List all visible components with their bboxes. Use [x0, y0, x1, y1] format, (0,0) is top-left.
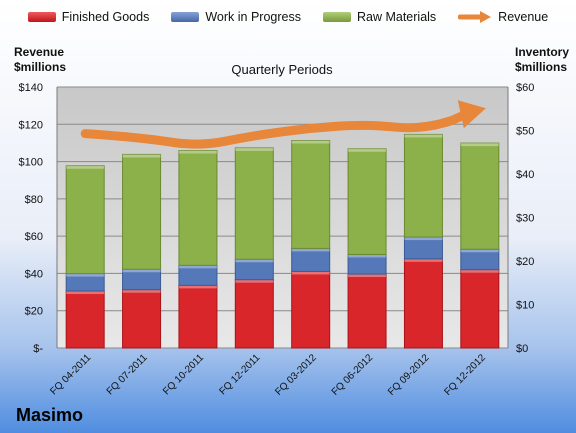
- bar-raw-materials: [460, 142, 500, 250]
- legend-item-finished-goods: Finished Goods: [27, 10, 150, 24]
- bar-raw-materials: [234, 147, 274, 260]
- right-tick-label: $0: [516, 343, 528, 355]
- right-tick-label: $50: [516, 126, 534, 138]
- bar-highlight: [235, 279, 274, 283]
- bar-work-in-progress: [178, 264, 218, 286]
- bar-highlight: [122, 269, 161, 273]
- right-tick-label: $30: [516, 213, 534, 225]
- company-name: Masimo: [16, 405, 84, 425]
- left-tick-label: $-: [33, 343, 43, 355]
- bar-highlight: [178, 285, 217, 289]
- legend-swatch-work-in-progress: [171, 12, 200, 22]
- bar-work-in-progress: [403, 236, 443, 260]
- left-tick-label: $40: [25, 268, 43, 280]
- bar-finished-goods: [122, 289, 162, 349]
- bar-highlight: [348, 148, 387, 152]
- right-axis-ticks: $0 $10 $20 $30 $40 $50 $60: [516, 82, 534, 355]
- right-tick-label: $60: [516, 82, 534, 94]
- bar-finished-goods: [234, 279, 274, 349]
- legend-label-finished-goods: Finished Goods: [61, 10, 150, 24]
- bar-finished-goods: [347, 273, 387, 349]
- bar-highlight: [178, 265, 217, 269]
- legend-arrow-icon: [458, 11, 492, 23]
- bar-highlight: [291, 248, 330, 252]
- legend-item-revenue: Revenue: [458, 10, 548, 24]
- bar-raw-materials: [65, 165, 105, 275]
- left-tick-label: $20: [25, 306, 43, 318]
- right-tick-label: $20: [516, 256, 534, 268]
- bar-highlight: [404, 258, 443, 262]
- left-tick-label: $60: [25, 231, 43, 243]
- legend-item-raw-materials: Raw Materials: [322, 10, 437, 24]
- bar-highlight: [66, 165, 105, 169]
- bar-raw-materials: [178, 150, 218, 266]
- bar-work-in-progress: [234, 258, 274, 281]
- bar-highlight: [460, 249, 499, 253]
- left-axis-ticks: $- $20 $40 $60 $80 $100 $120 $140: [19, 82, 44, 355]
- bar-highlight: [178, 150, 217, 154]
- bar-highlight: [404, 237, 443, 241]
- bar-highlight: [348, 274, 387, 278]
- bar-finished-goods: [178, 284, 218, 349]
- right-axis-title-line1: Inventory: [515, 45, 570, 59]
- bar-highlight: [235, 147, 274, 151]
- bar-highlight: [291, 271, 330, 275]
- bar-highlight: [348, 254, 387, 258]
- legend: Finished Goods Work in Progress Raw Mate…: [0, 10, 576, 24]
- bar-highlight: [460, 269, 499, 273]
- bar-finished-goods: [460, 269, 500, 349]
- right-axis-title-line2: $millions: [515, 60, 568, 74]
- bar-highlight: [66, 291, 105, 295]
- right-axis-title: Inventory $millions: [515, 45, 569, 75]
- chart-subtitle: Quarterly Periods: [231, 62, 333, 77]
- left-tick-label: $80: [25, 194, 43, 206]
- bar-finished-goods: [65, 290, 105, 349]
- bar-highlight: [122, 154, 161, 158]
- bar-raw-materials: [403, 133, 443, 238]
- legend-item-work-in-progress: Work in Progress: [171, 10, 301, 24]
- left-axis-title-line1: Revenue: [14, 45, 65, 59]
- revenue-line-path: [80, 109, 471, 149]
- left-axis-title: Revenue $millions: [14, 45, 66, 75]
- bars: [65, 133, 500, 349]
- revenue-line: [80, 100, 486, 149]
- bar-highlight: [66, 273, 105, 277]
- bar-highlight: [235, 259, 274, 263]
- bar-work-in-progress: [460, 248, 500, 271]
- left-axis-title-line2: $millions: [14, 60, 67, 74]
- legend-swatch-raw-materials: [322, 12, 351, 22]
- bar-highlight: [404, 134, 443, 138]
- left-tick-label: $120: [19, 119, 43, 131]
- legend-label-work-in-progress: Work in Progress: [205, 10, 301, 24]
- legend-label-raw-materials: Raw Materials: [356, 10, 437, 24]
- bar-highlight: [122, 289, 161, 293]
- bar-finished-goods: [403, 258, 443, 349]
- bar-raw-materials: [122, 153, 162, 270]
- bar-highlight: [291, 140, 330, 144]
- legend-swatch-finished-goods: [27, 12, 56, 22]
- bar-work-in-progress: [122, 268, 162, 291]
- legend-label-revenue: Revenue: [498, 10, 549, 24]
- revenue-arrowhead: [457, 100, 486, 129]
- bar-raw-materials: [291, 140, 331, 249]
- bar-work-in-progress: [291, 247, 331, 272]
- right-tick-label: $10: [516, 300, 534, 312]
- bar-highlight: [460, 143, 499, 147]
- bar-raw-materials: [347, 148, 387, 255]
- right-tick-label: $40: [516, 169, 534, 181]
- bar-finished-goods: [291, 270, 331, 349]
- left-tick-label: $100: [19, 157, 43, 169]
- left-tick-label: $140: [19, 82, 43, 94]
